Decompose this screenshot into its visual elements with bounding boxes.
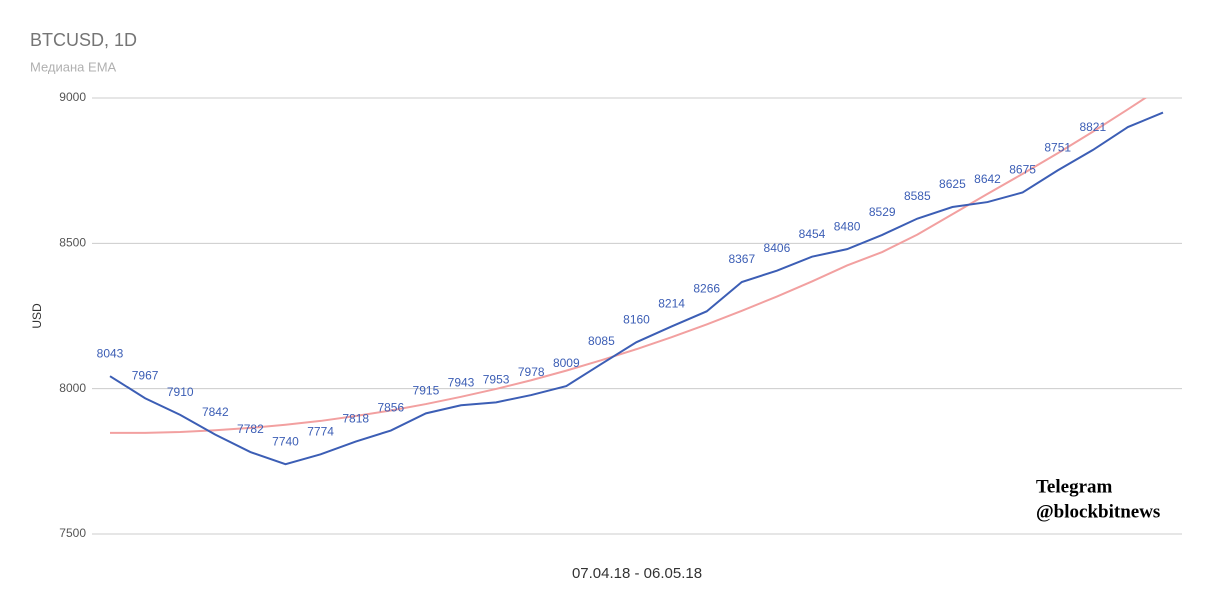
data-label: 8529 <box>869 205 896 219</box>
y-tick-label: 8000 <box>59 381 86 395</box>
data-label: 7943 <box>448 375 475 389</box>
data-labels: 8043 7967 7910 7842 7782 7740 7774 7818 7856 7915… <box>97 120 1107 448</box>
chart-title: BTCUSD, 1D <box>30 30 137 50</box>
series-line <box>110 98 1148 434</box>
data-label: 8454 <box>799 227 826 241</box>
data-label: 8367 <box>728 252 755 266</box>
y-axis-label: USD <box>30 303 44 329</box>
y-tick-label: 7500 <box>59 526 86 540</box>
data-label: 7818 <box>342 412 369 426</box>
data-label: 7915 <box>413 384 440 398</box>
data-label: 8406 <box>764 241 791 255</box>
data-label: 7774 <box>307 425 334 439</box>
data-label: 8043 <box>97 346 124 360</box>
data-label: 8585 <box>904 189 931 203</box>
y-tick-label: 8500 <box>59 236 86 250</box>
plot-area <box>109 98 1164 466</box>
data-label: 8160 <box>623 312 650 326</box>
data-label: 8675 <box>1009 163 1036 177</box>
series-line <box>109 111 1164 466</box>
data-label: 7953 <box>483 372 510 386</box>
watermark: @blockbitnews <box>1036 501 1160 522</box>
data-label: 8625 <box>939 177 966 191</box>
x-axis-label: 07.04.18 - 06.05.18 <box>572 565 702 582</box>
data-label: 7856 <box>377 401 404 415</box>
data-label: 8480 <box>834 219 861 233</box>
data-label: 7842 <box>202 405 229 419</box>
grid: 7500 8000 8500 9000 <box>59 90 1182 540</box>
data-label: 8821 <box>1079 120 1106 134</box>
watermark: Telegram <box>1036 476 1113 497</box>
data-label: 7782 <box>237 422 264 436</box>
data-label: 8009 <box>553 356 580 370</box>
data-label: 8214 <box>658 297 685 311</box>
data-label: 8751 <box>1044 141 1071 155</box>
chart-subtitle: Медиана EMA <box>30 59 117 74</box>
data-label: 8266 <box>693 282 720 296</box>
data-label: 7978 <box>518 365 545 379</box>
data-label: 8642 <box>974 172 1001 186</box>
y-tick-label: 9000 <box>59 90 86 104</box>
data-label: 7740 <box>272 434 299 448</box>
data-label: 7910 <box>167 385 194 399</box>
data-label: 7967 <box>132 368 159 382</box>
data-label: 8085 <box>588 334 615 348</box>
